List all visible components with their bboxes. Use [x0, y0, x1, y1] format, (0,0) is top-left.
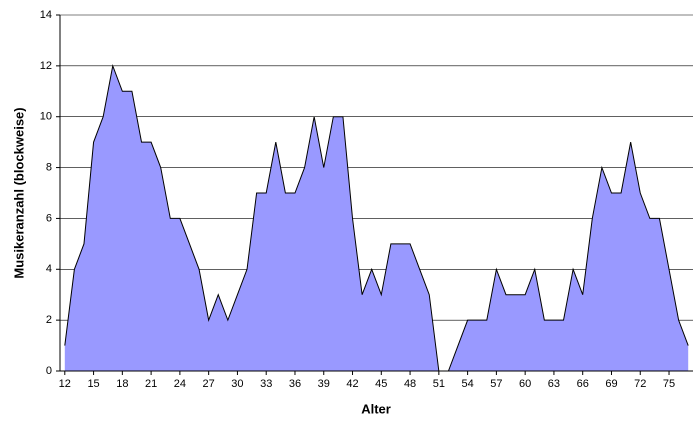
x-tick-label: 15: [87, 378, 99, 390]
area-fill: [64, 65, 689, 371]
y-tick-label: 6: [46, 212, 52, 224]
x-tick-label: 12: [59, 378, 71, 390]
y-tick-label: 10: [40, 111, 52, 123]
y-axis-title: Musikeranzahl (blockweise): [11, 107, 26, 278]
x-tick-label: 69: [605, 378, 617, 390]
area-outline: [64, 64, 689, 372]
x-tick-label: 39: [318, 378, 330, 390]
x-tick-label: 24: [174, 378, 186, 390]
y-tick-label: 12: [40, 60, 52, 72]
y-tick-label: 2: [46, 314, 52, 326]
y-tick-label: 14: [40, 9, 52, 21]
y-tick-label: 4: [46, 263, 52, 275]
x-tick-label: 45: [375, 378, 387, 390]
y-tick-label: 0: [46, 365, 52, 377]
x-axis-title: Alter: [361, 401, 391, 416]
x-tick-label: 57: [490, 378, 502, 390]
x-tick-label: 42: [346, 378, 358, 390]
x-tick-label: 63: [548, 378, 560, 390]
x-tick-label: 30: [231, 378, 243, 390]
x-tick-label: 72: [634, 378, 646, 390]
x-tick-label: 36: [289, 378, 301, 390]
y-tick-label: 8: [46, 161, 52, 173]
x-tick-label: 33: [260, 378, 272, 390]
x-tick-label: 21: [145, 378, 157, 390]
x-tick-label: 66: [577, 378, 589, 390]
x-tick-label: 54: [461, 378, 473, 390]
x-tick-label: 27: [203, 378, 215, 390]
x-tick-label: 18: [116, 378, 128, 390]
x-tick-label: 51: [433, 378, 445, 390]
x-tick-label: 60: [519, 378, 531, 390]
x-tick-label: 48: [404, 378, 416, 390]
x-tick-label: 75: [663, 378, 675, 390]
